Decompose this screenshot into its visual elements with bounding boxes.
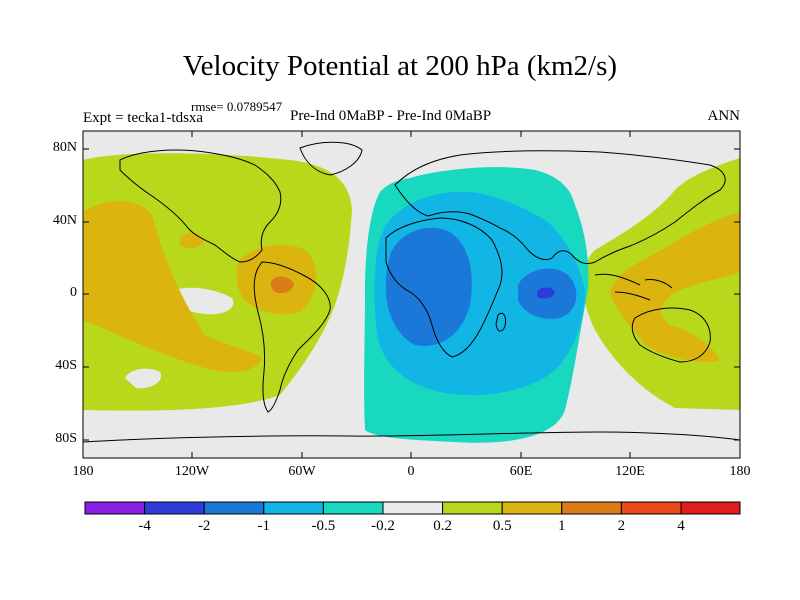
colorbar-swatch-4 — [263, 501, 324, 515]
colorbar-label: -2 — [197, 518, 211, 534]
coastline-eurasia — [394, 150, 726, 265]
coastlines — [82, 141, 741, 443]
colorbar-swatch-10 — [620, 501, 682, 515]
lat-label-40s: 40S — [55, 358, 77, 373]
lat-label-eq: 0 — [70, 285, 77, 300]
lon-label-60e: 60E — [509, 464, 533, 479]
lon-label-180w: 180 — [72, 464, 94, 479]
lat-label-80n: 80N — [52, 140, 77, 155]
coastline-north-america — [119, 149, 282, 263]
colorbar-swatch-9 — [561, 501, 622, 515]
one-negative-africa — [385, 227, 472, 346]
colorbar — [84, 501, 741, 515]
rmse-value: rmse= 0.0789547 — [191, 99, 283, 114]
neutral-hole-south-pacific — [125, 368, 161, 389]
half-positive-east — [610, 212, 740, 363]
colorbar-label: 4 — [677, 518, 685, 534]
coastline-greenland — [299, 141, 363, 176]
lat-label-80s: 80S — [55, 431, 77, 446]
colorbar-swatch-1 — [84, 501, 146, 515]
comparison-label: Pre-Ind 0MaBP - Pre-Ind 0MaBP — [290, 108, 492, 124]
lon-label-120w: 120W — [174, 464, 210, 479]
experiment-label: Expt = tecka1-tdsxa — [83, 110, 204, 126]
colorbar-swatch-6 — [382, 501, 444, 515]
one-positive-amazon — [270, 276, 294, 294]
lon-label-180e: 180 — [729, 464, 751, 479]
axis-ticks — [83, 131, 740, 458]
coastline-south-america — [253, 261, 331, 413]
half-positive-pacific — [83, 201, 262, 373]
coastline-madagascar — [495, 312, 506, 332]
two-negative-core — [537, 287, 555, 299]
colorbar-label: -0.5 — [311, 518, 336, 534]
colorbar-swatch-8 — [501, 501, 563, 515]
colorbar-label: 2 — [617, 518, 626, 534]
plot-title: Velocity Potential at 200 hPa (km2/s) — [182, 50, 618, 82]
colorbar-label: -0.2 — [371, 518, 395, 534]
colorbar-label: -4 — [138, 518, 151, 534]
lon-label-60w: 60W — [288, 464, 316, 479]
colorbar-label: 0.2 — [433, 518, 452, 534]
colorbar-swatch-11 — [680, 501, 741, 515]
coastline-antarctica — [82, 431, 741, 443]
colorbar-label: 1 — [558, 518, 566, 534]
colorbar-label: -1 — [257, 518, 271, 534]
lon-label-0: 0 — [407, 464, 415, 479]
map-field — [83, 131, 740, 458]
lat-label-40n: 40N — [52, 213, 77, 228]
colorbar-swatch-2 — [144, 501, 205, 515]
colorbar-swatch-5 — [322, 501, 384, 515]
coastline-australia — [631, 307, 711, 363]
coastline-africa — [385, 217, 503, 358]
lon-label-120e: 120E — [615, 464, 645, 479]
colorbar-label: 0.5 — [492, 518, 512, 534]
season-label: ANN — [707, 108, 741, 124]
colorbar-swatch-7 — [442, 501, 503, 515]
coastline-maritime-continent — [594, 273, 673, 301]
colorbar-swatch-3 — [203, 501, 265, 515]
